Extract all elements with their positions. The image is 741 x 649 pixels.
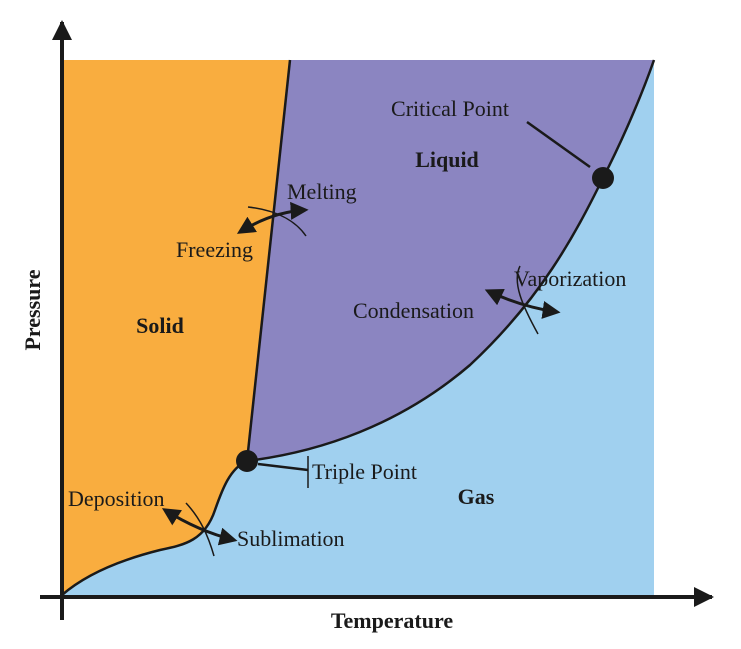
liquid-label: Liquid xyxy=(415,147,479,172)
y-axis-label: Pressure xyxy=(20,269,45,350)
triple-point-label: Triple Point xyxy=(312,459,417,484)
critical-point-marker xyxy=(592,167,614,189)
condensation-label: Condensation xyxy=(353,298,474,323)
critical-point-leader xyxy=(526,120,591,169)
critical-point-label: Critical Point xyxy=(391,96,509,121)
sublimation-label: Sublimation xyxy=(237,526,345,551)
melting-freezing-arrow xyxy=(236,201,309,234)
melting-freezing-bracket xyxy=(247,206,307,237)
melting-curve xyxy=(245,59,292,462)
solid-label: Solid xyxy=(136,313,184,338)
vaporization-condensation-arrow xyxy=(484,288,561,319)
triple-point-leader xyxy=(257,462,309,472)
vaporization-label: Vaporization xyxy=(514,266,626,291)
gas-label: Gas xyxy=(458,484,495,509)
melting-label: Melting xyxy=(287,179,357,204)
deposition-sublimation-arrow xyxy=(161,508,238,546)
freezing-label: Freezing xyxy=(176,237,253,262)
solid-region xyxy=(62,60,290,595)
triple-point-marker xyxy=(236,450,258,472)
x-axis-label: Temperature xyxy=(331,608,453,633)
liquid-region xyxy=(247,60,654,461)
deposition-sublimation-bracket xyxy=(185,502,215,557)
deposition-label: Deposition xyxy=(68,486,165,511)
vaporization-condensation-bracket xyxy=(516,265,539,335)
